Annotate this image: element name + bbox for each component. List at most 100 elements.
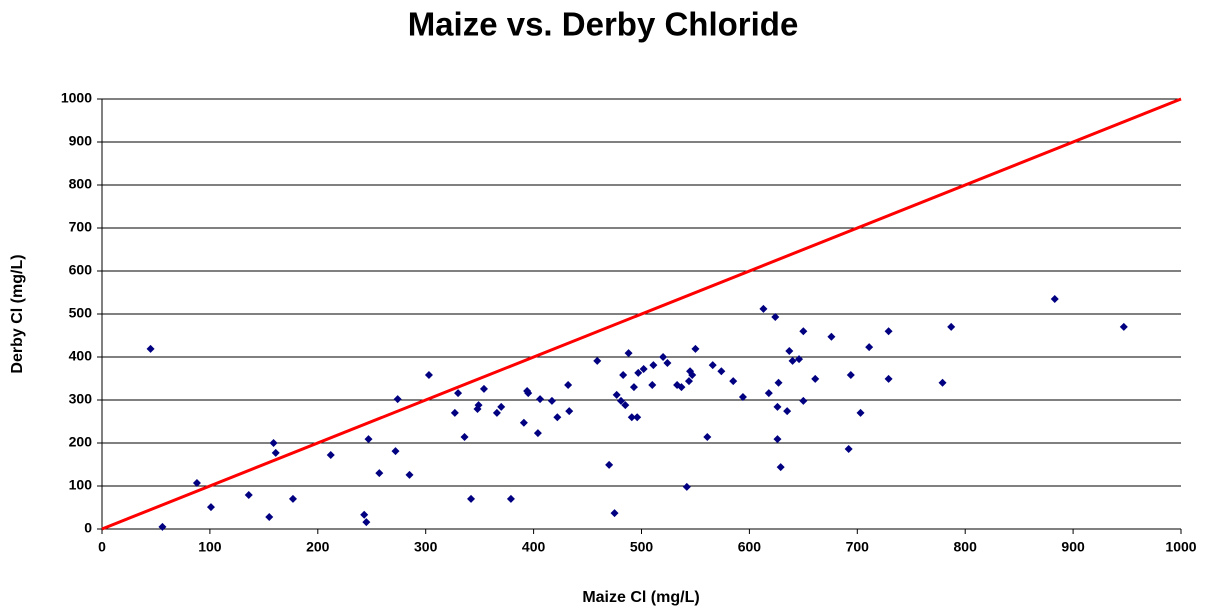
data-point — [688, 371, 697, 380]
data-point — [773, 435, 782, 444]
data-point — [684, 377, 693, 386]
data-point — [708, 361, 717, 370]
data-point — [633, 413, 642, 422]
data-point — [565, 407, 574, 416]
y-tick-label: 100 — [69, 477, 93, 493]
data-point — [269, 439, 278, 447]
data-point — [659, 353, 668, 361]
data-point — [1050, 294, 1059, 303]
data-point — [206, 503, 215, 512]
reference-line — [101, 97, 1182, 531]
data-point — [827, 332, 836, 341]
data-point — [479, 384, 488, 393]
data-point — [536, 395, 545, 404]
data-point — [629, 383, 638, 392]
data-point — [799, 327, 808, 336]
data-point — [288, 494, 297, 503]
y-tick-label: 900 — [69, 133, 93, 149]
data-point — [773, 402, 782, 411]
x-tick-label: 500 — [630, 539, 654, 555]
x-tick-label: 1000 — [1165, 539, 1196, 555]
data-point — [612, 390, 621, 399]
x-tick-label: 900 — [1061, 539, 1085, 555]
data-point — [677, 383, 686, 392]
data-point — [547, 396, 556, 405]
data-point — [788, 356, 797, 365]
data-point — [506, 494, 515, 503]
data-point — [244, 491, 253, 500]
data-point — [610, 509, 619, 518]
y-tick-label: 300 — [69, 391, 93, 407]
data-point — [627, 413, 636, 422]
data-point — [375, 469, 384, 478]
x-tick-label: 400 — [522, 539, 546, 555]
data-point — [619, 371, 628, 380]
data-point — [811, 374, 820, 383]
data-point — [405, 470, 414, 479]
data-point — [729, 377, 738, 386]
data-point — [1119, 322, 1128, 331]
data-point — [621, 401, 630, 410]
data-point — [533, 429, 542, 438]
data-point — [460, 432, 469, 441]
y-tick-label: 600 — [69, 262, 93, 278]
data-point — [553, 413, 562, 422]
data-point — [799, 396, 808, 405]
data-point — [146, 344, 155, 353]
data-point — [624, 349, 633, 358]
data-point — [593, 356, 602, 365]
data-point — [649, 361, 658, 370]
x-tick-label: 0 — [98, 539, 106, 555]
data-point — [947, 322, 956, 331]
data-point — [634, 368, 643, 377]
data-point — [492, 408, 501, 417]
data-point — [265, 512, 274, 521]
y-axis-label: Derby Cl (mg/L) — [9, 254, 26, 373]
data-point — [783, 407, 792, 416]
data-point — [519, 418, 528, 427]
data-point — [648, 380, 657, 389]
data-point — [497, 402, 506, 411]
y-tick-label: 700 — [69, 219, 93, 235]
y-tick-label: 200 — [69, 434, 93, 450]
data-point — [467, 494, 476, 503]
data-point — [738, 392, 747, 401]
data-point — [364, 435, 373, 444]
data-point — [564, 380, 573, 389]
data-point — [856, 408, 865, 417]
data-point — [884, 327, 893, 336]
data-point — [391, 447, 400, 456]
y-tick-label: 800 — [69, 176, 93, 192]
data-point — [450, 408, 459, 417]
data-point — [759, 304, 768, 313]
data-point — [639, 365, 648, 374]
y-tick-label: 1000 — [61, 90, 92, 106]
data-point — [691, 344, 700, 353]
data-point — [454, 389, 463, 398]
data-point — [663, 359, 672, 368]
data-point — [865, 343, 874, 352]
data-point — [424, 371, 433, 380]
data-point — [616, 396, 625, 405]
data-point — [774, 378, 783, 387]
x-tick-label: 700 — [846, 539, 870, 555]
data-point — [846, 371, 855, 380]
x-tick-label: 100 — [198, 539, 222, 555]
data-point — [360, 510, 369, 519]
x-tick-label: 600 — [738, 539, 762, 555]
x-tick-label: 200 — [306, 539, 330, 555]
data-point — [884, 374, 893, 383]
data-point — [703, 432, 712, 441]
x-tick-label: 300 — [414, 539, 438, 555]
data-point — [795, 355, 804, 364]
data-point — [271, 448, 280, 457]
data-point — [326, 451, 335, 460]
data-point — [192, 478, 201, 487]
data-point — [393, 395, 402, 404]
x-axis-label: Maize Cl (mg/L) — [582, 589, 699, 606]
data-point — [938, 378, 947, 387]
y-tick-label: 500 — [69, 305, 93, 321]
data-point — [362, 518, 371, 527]
data-point — [524, 389, 533, 398]
